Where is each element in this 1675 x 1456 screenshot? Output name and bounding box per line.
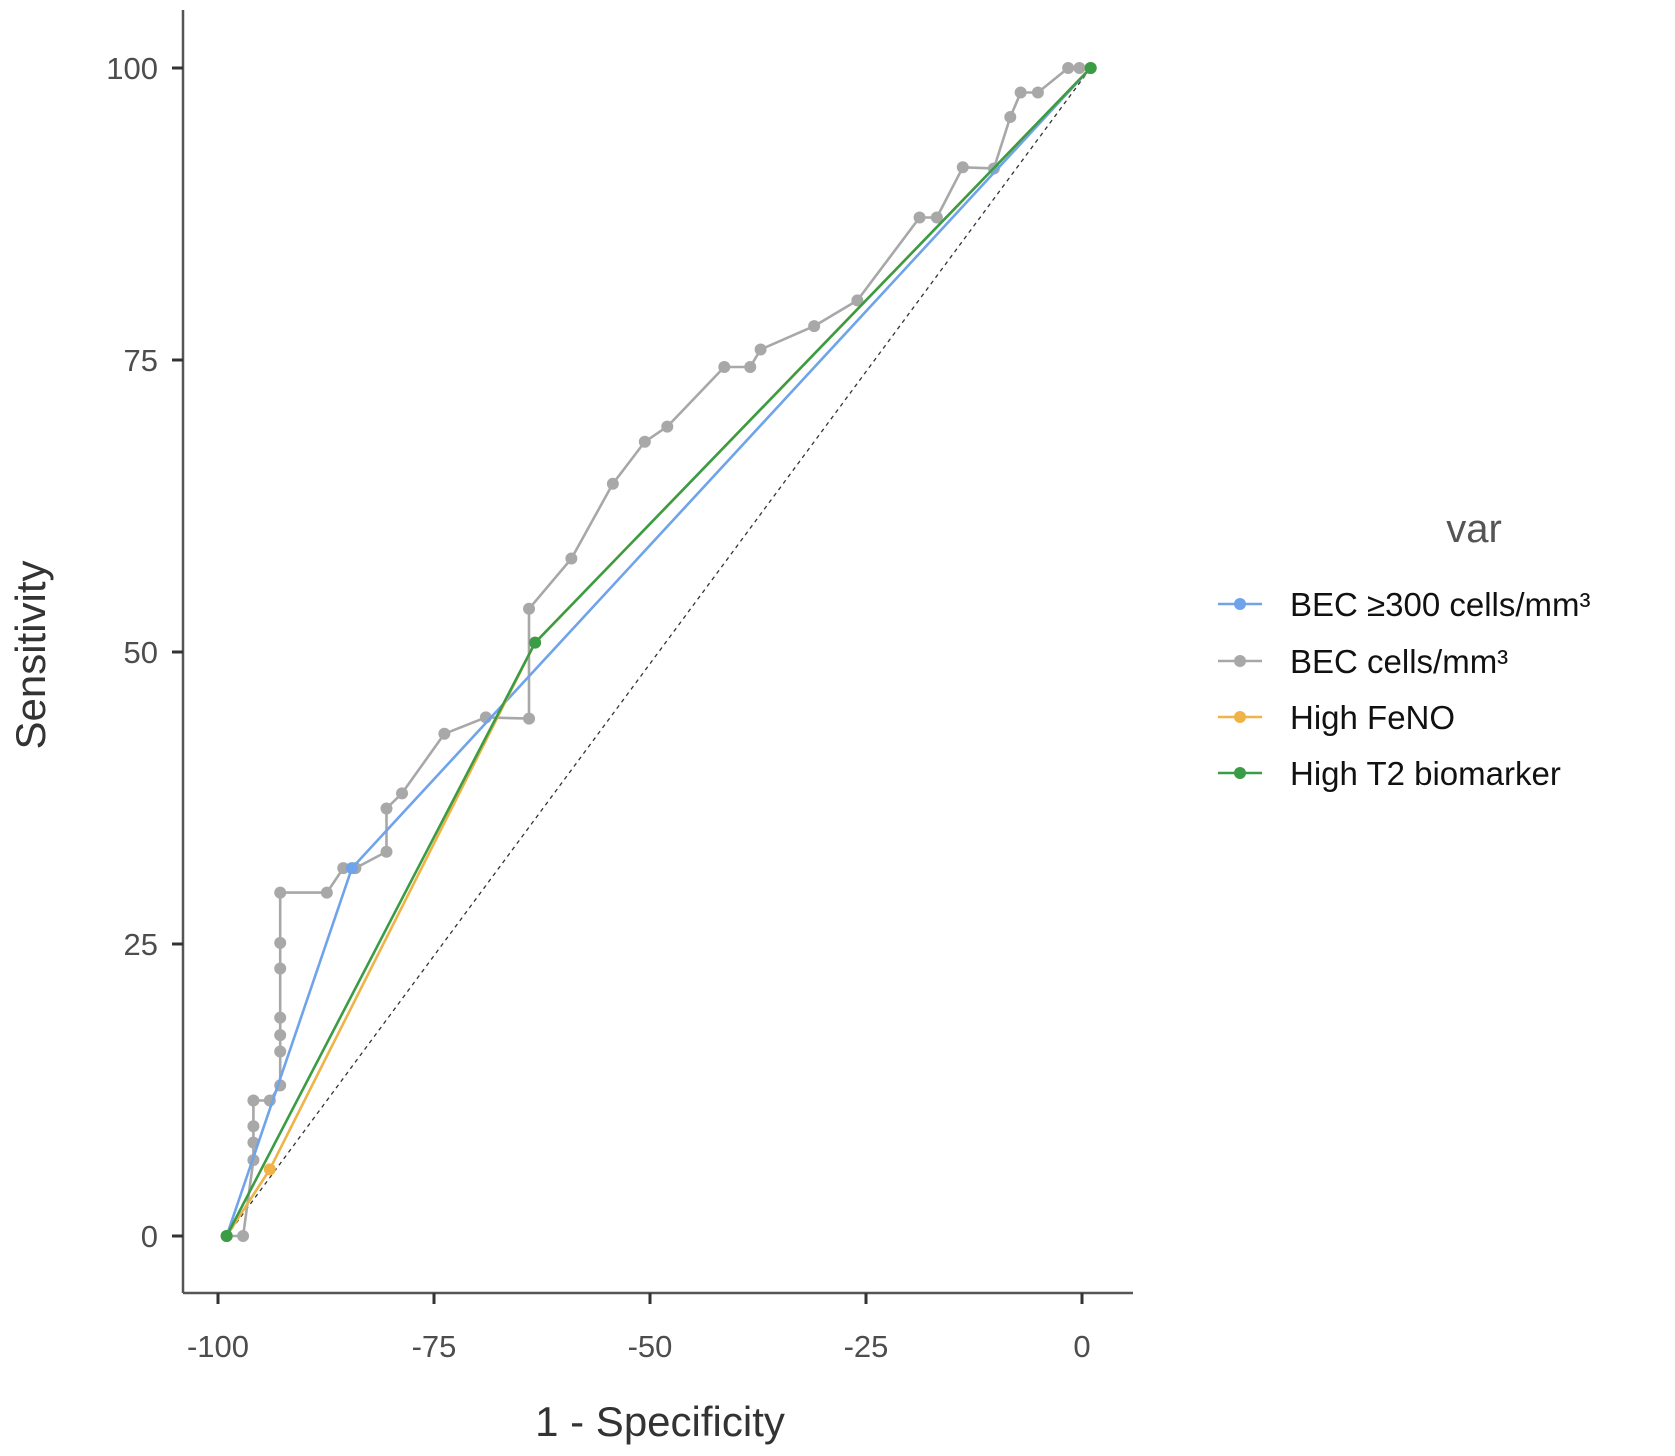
data-point — [1014, 86, 1027, 99]
legend: var BEC ≥300 cells/mm³ BEC cells/mm³ High … — [1218, 507, 1591, 792]
data-point — [606, 477, 619, 490]
x-tick-label: -25 — [844, 1329, 889, 1364]
data-point — [345, 862, 358, 875]
data-point — [263, 1163, 276, 1176]
x-tick-label: 0 — [1073, 1329, 1090, 1364]
legend-key-dot — [1234, 767, 1246, 779]
data-point — [380, 802, 393, 815]
data-point — [337, 862, 350, 875]
data-point — [913, 211, 926, 224]
y-ticks: 0 25 50 75 100 — [106, 51, 183, 1254]
data-point — [237, 1230, 250, 1242]
data-point — [956, 161, 969, 174]
legend-title: var — [1446, 507, 1502, 551]
y-tick-label: 0 — [141, 1219, 158, 1254]
data-point — [529, 636, 542, 649]
legend-label: High T2 biomarker — [1290, 755, 1561, 792]
y-tick-label: 75 — [124, 343, 158, 378]
plot-area — [220, 62, 1097, 1242]
data-point — [274, 1045, 287, 1058]
legend-item: BEC ≥300 cells/mm³ — [1218, 586, 1591, 623]
data-point — [220, 1230, 233, 1242]
legend-key-dot — [1234, 598, 1246, 610]
data-point — [320, 886, 333, 899]
data-point — [744, 361, 757, 374]
x-tick-label: -100 — [187, 1329, 249, 1364]
data-point — [1004, 111, 1017, 124]
data-point — [396, 787, 409, 800]
legend-key-dot — [1234, 655, 1246, 667]
legend-item: High FeNO — [1218, 699, 1455, 736]
data-point — [438, 727, 451, 740]
reference-diagonal-line — [226, 67, 1092, 1237]
x-axis-title: 1 - Specificity — [535, 1398, 785, 1445]
series-bec-300-cells-mm- — [220, 62, 1097, 1242]
legend-label: BEC ≥300 cells/mm³ — [1290, 586, 1591, 623]
data-point — [1084, 62, 1097, 74]
data-point — [1031, 86, 1044, 99]
y-tick-label: 100 — [106, 51, 158, 86]
data-point — [1073, 62, 1086, 74]
y-tick-label: 25 — [124, 927, 158, 962]
data-point — [274, 1011, 287, 1024]
y-tick-label: 50 — [124, 635, 158, 670]
x-tick-label: -75 — [412, 1329, 457, 1364]
x-ticks: -100 -75 -50 -25 0 — [187, 1293, 1091, 1364]
legend-label: BEC cells/mm³ — [1290, 643, 1508, 680]
data-point — [274, 1029, 287, 1042]
data-point — [638, 435, 651, 448]
legend-item: High T2 biomarker — [1218, 755, 1561, 792]
series-bec-cells-mm- — [220, 62, 1097, 1242]
data-point — [247, 1120, 260, 1133]
data-point — [565, 552, 578, 565]
data-point — [754, 343, 767, 356]
data-point — [523, 602, 536, 615]
data-point — [930, 211, 943, 224]
data-point — [851, 294, 864, 307]
series-high-t2-biomarker — [220, 62, 1097, 1242]
y-axis-title: Sensitivity — [7, 560, 54, 749]
data-point — [718, 361, 731, 374]
data-point — [1062, 62, 1075, 74]
legend-key-dot — [1234, 711, 1246, 723]
legend-label: High FeNO — [1290, 699, 1455, 736]
data-point — [523, 712, 536, 725]
series-high-feno — [220, 62, 1097, 1242]
data-point — [247, 1094, 260, 1107]
data-point — [274, 962, 287, 975]
data-point — [274, 936, 287, 949]
x-tick-label: -50 — [628, 1329, 673, 1364]
data-point — [661, 420, 674, 433]
data-point — [808, 320, 821, 333]
axes: -100 -75 -50 -25 0 0 25 50 75 100 — [106, 10, 1133, 1364]
data-point — [380, 845, 393, 858]
legend-item: BEC cells/mm³ — [1218, 643, 1508, 680]
data-point — [274, 886, 287, 899]
